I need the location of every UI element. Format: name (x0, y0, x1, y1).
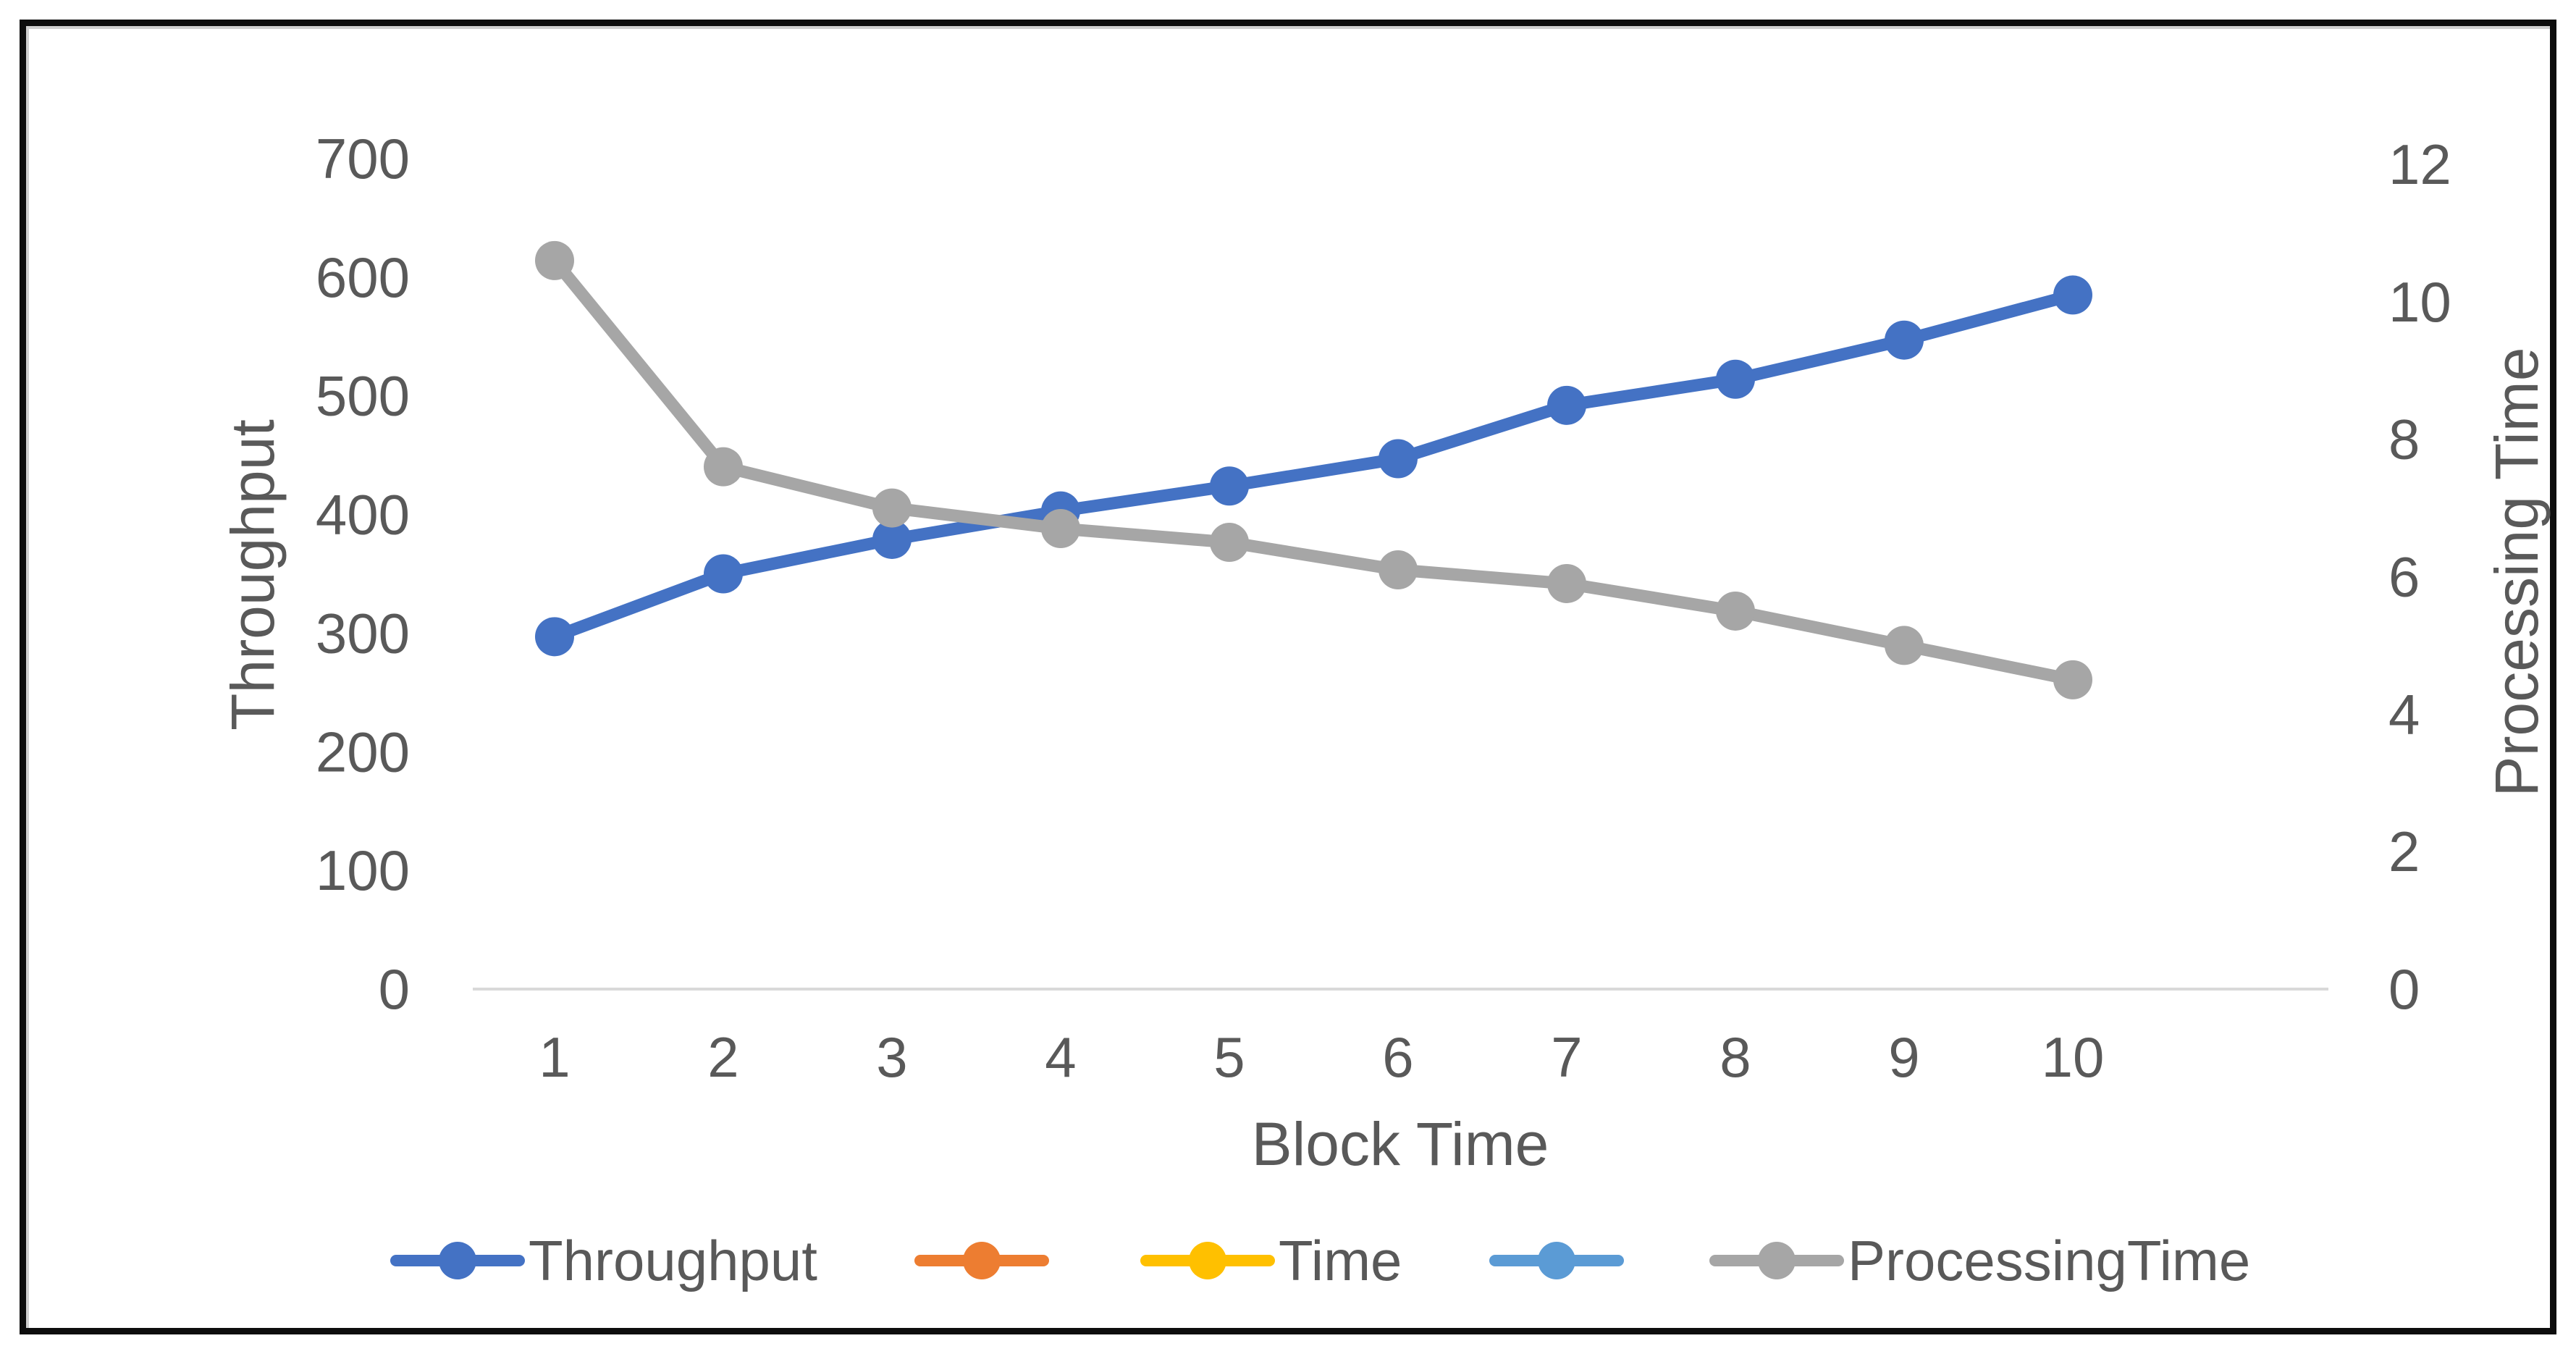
data-point-ProcessingTime (1547, 563, 1586, 603)
data-point-Throughput (1379, 439, 1418, 479)
chart-border-frame: 0 100 200 300 400 500 600 700 0 2 4 6 8 10 12 1 2 3 4 5 6 7 8 9… (20, 20, 2556, 1334)
x-tick-label: 2 (707, 1025, 738, 1089)
data-point-ProcessingTime (1210, 523, 1249, 563)
data-point-ProcessingTime (872, 488, 912, 528)
data-point-Throughput (1716, 359, 1755, 399)
left-y-tick-label: 600 (316, 245, 410, 309)
data-point-ProcessingTime (1041, 509, 1080, 549)
data-point-Throughput (1885, 320, 1924, 360)
x-tick-label: 10 (2042, 1025, 2105, 1089)
data-point-ProcessingTime (1716, 591, 1755, 631)
right-axis-title: Processing Time (2483, 347, 2551, 797)
legend-label-ProcessingTime: ProcessingTime (1848, 1229, 2250, 1292)
left-y-tick-label: 300 (316, 601, 410, 665)
x-tick-label: 5 (1213, 1025, 1245, 1089)
right-y-tick-label: 0 (2388, 957, 2420, 1021)
right-y-tick-label: 4 (2388, 682, 2420, 746)
data-point-ProcessingTime (535, 240, 574, 280)
data-point-Throughput (704, 554, 743, 594)
x-axis-title: Block Time (1251, 1110, 1549, 1178)
left-y-tick-label: 400 (316, 483, 410, 547)
data-point-Throughput (535, 617, 574, 657)
data-point-ProcessingTime (704, 447, 743, 487)
x-tick-label: 8 (1720, 1025, 1751, 1089)
x-tick-label: 1 (539, 1025, 570, 1089)
series-line-ProcessingTime (548, 254, 2079, 686)
legend-label-Throughput: Throughput (529, 1229, 817, 1292)
data-point-Throughput (872, 519, 912, 559)
data-point-ProcessingTime (1885, 626, 1924, 665)
x-tick-label: 7 (1551, 1025, 1582, 1089)
left-y-tick-label: 200 (316, 720, 410, 783)
left-y-tick-label: 700 (316, 127, 410, 190)
legend-swatch-marker-ProcessingTime (1758, 1242, 1796, 1279)
data-point-ProcessingTime (2053, 660, 2092, 699)
data-point-Throughput (1210, 466, 1249, 506)
right-y-tick-label: 6 (2388, 545, 2420, 609)
x-tick-label: 4 (1045, 1025, 1076, 1089)
right-y-tick-label: 8 (2388, 408, 2420, 471)
x-tick-label: 3 (876, 1025, 907, 1089)
right-y-tick-label: 12 (2388, 133, 2451, 196)
x-tick-label: 9 (1888, 1025, 1919, 1089)
data-point-ProcessingTime (1379, 550, 1418, 590)
left-y-tick-label: 100 (316, 838, 410, 902)
right-y-tick-label: 10 (2388, 270, 2451, 334)
legend-swatch-marker-Time (1189, 1242, 1226, 1279)
legend-swatch-marker-Throughput (439, 1242, 476, 1279)
x-tick-label: 6 (1382, 1025, 1413, 1089)
legend-swatch-marker-series3 (1538, 1242, 1575, 1279)
left-axis-title: Throughput (219, 419, 287, 731)
legend-swatch-marker-series1 (963, 1242, 1001, 1279)
right-y-tick-label: 2 (2388, 820, 2420, 883)
data-point-Throughput (1547, 385, 1586, 425)
legend-label-Time: Time (1279, 1229, 1402, 1292)
series-line-Throughput (548, 288, 2079, 643)
left-y-tick-label: 500 (316, 364, 410, 428)
left-y-tick-label: 0 (379, 957, 410, 1021)
data-point-Throughput (2053, 275, 2092, 315)
